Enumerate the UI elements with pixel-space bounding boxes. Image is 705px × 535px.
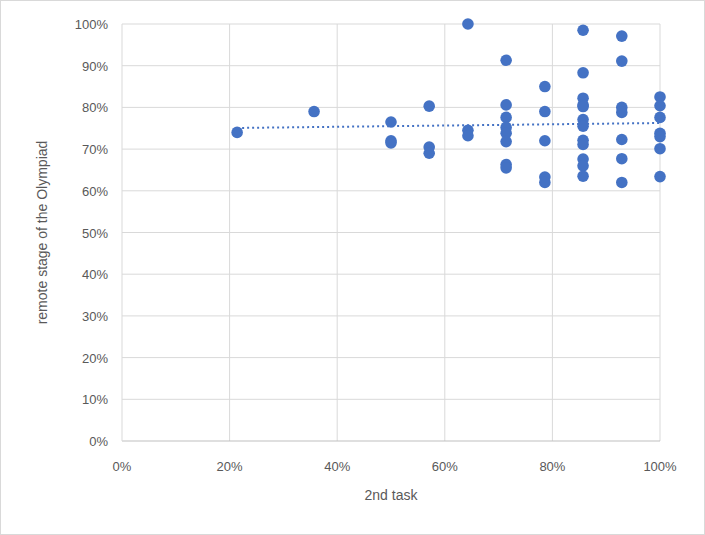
grid-line — [122, 232, 660, 233]
grid-line — [660, 24, 661, 441]
grid-line — [122, 357, 660, 358]
y-tick-label: 100% — [75, 17, 109, 32]
trendline — [237, 123, 660, 128]
y-axis — [122, 24, 123, 441]
x-tick-label: 20% — [217, 459, 243, 474]
plot-area — [231, 18, 665, 188]
y-tick-label: 90% — [82, 59, 108, 74]
grid-line — [122, 274, 660, 275]
grid-line — [229, 24, 230, 441]
scatter-point — [539, 135, 551, 147]
grid-line — [122, 65, 660, 66]
scatter-point — [231, 127, 243, 139]
scatter-point — [577, 170, 589, 182]
scatter-point — [616, 55, 628, 67]
grid-line — [337, 24, 338, 441]
scatter-point — [385, 137, 397, 149]
x-axis — [122, 441, 660, 442]
scatter-point — [577, 101, 589, 113]
y-tick-label: 70% — [82, 142, 108, 157]
scatter-point — [616, 177, 628, 189]
grid-line — [444, 24, 445, 441]
scatter-point — [500, 99, 512, 111]
y-tick-label: 60% — [82, 184, 108, 199]
scatter-point — [616, 30, 628, 42]
scatter-point — [654, 131, 666, 143]
scatter-point — [654, 143, 666, 155]
scatter-point — [616, 153, 628, 165]
x-tick-label: 100% — [643, 459, 677, 474]
y-tick-label: 80% — [82, 100, 108, 115]
scatter-point — [577, 120, 589, 132]
y-tick-label: 20% — [82, 351, 108, 366]
scatter-point — [500, 162, 512, 174]
scatter-point — [539, 106, 551, 118]
x-tick-label: 60% — [432, 459, 458, 474]
grid-line — [122, 190, 660, 191]
y-tick-label: 10% — [82, 392, 108, 407]
scatter-point — [500, 54, 512, 66]
chart-border — [1, 1, 705, 535]
scatter-point — [616, 134, 628, 146]
scatter-point — [308, 106, 320, 118]
scatter-point — [577, 160, 589, 172]
scatter-point — [577, 139, 589, 151]
scatter-point — [462, 18, 474, 30]
x-tick-label: 40% — [324, 459, 350, 474]
scatter-point — [423, 147, 435, 159]
scatter-point — [500, 112, 512, 124]
scatter-point — [654, 100, 666, 112]
scatter-point — [654, 171, 666, 183]
y-tick-label: 30% — [82, 309, 108, 324]
x-tick-label: 80% — [539, 459, 565, 474]
y-axis-title: remote stage of the Olympiad — [34, 141, 50, 325]
grid-line — [552, 24, 553, 441]
scatter-point — [462, 130, 474, 142]
grid-line — [122, 399, 660, 400]
scatter-point — [539, 81, 551, 93]
y-tick-label: 40% — [82, 267, 108, 282]
y-tick-label: 0% — [89, 434, 108, 449]
scatter-point — [577, 24, 589, 36]
grid-line — [122, 315, 660, 316]
scatter-point — [577, 67, 589, 79]
x-tick-label: 0% — [113, 459, 132, 474]
scatter-point — [423, 100, 435, 112]
scatter-point — [385, 116, 397, 128]
chart: 0% 20% 40% 60% 80% 100% 0% 10% 20% 30% 40% 50% 60% 70… — [0, 0, 705, 535]
scatter-point — [616, 107, 628, 119]
scatter-point — [654, 112, 666, 124]
scatter-point — [539, 177, 551, 189]
x-axis-title: 2nd task — [365, 487, 419, 503]
y-tick-label: 50% — [82, 226, 108, 241]
grid-line — [122, 24, 660, 25]
scatter-point — [500, 136, 512, 148]
